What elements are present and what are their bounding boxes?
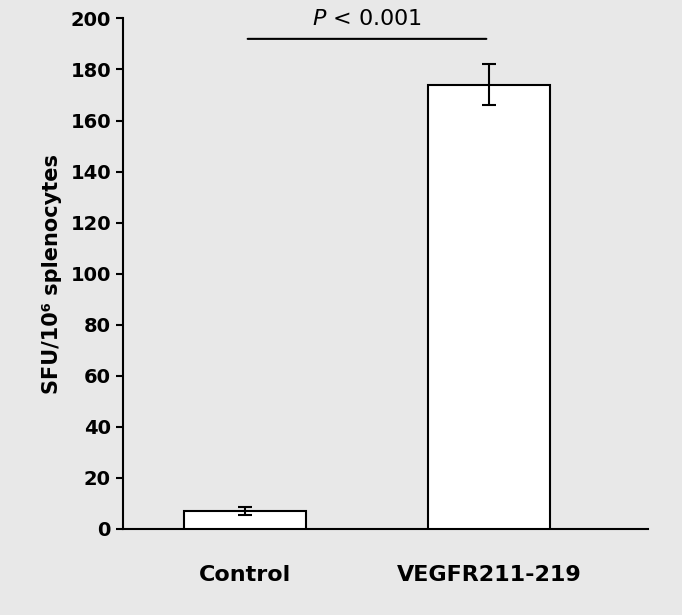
Bar bbox=[184, 511, 306, 529]
Y-axis label: SFU/10⁶ splenocytes: SFU/10⁶ splenocytes bbox=[42, 154, 62, 394]
Text: Control: Control bbox=[198, 565, 291, 585]
Text: VEGFR211-219: VEGFR211-219 bbox=[397, 565, 582, 585]
Bar bbox=[428, 85, 550, 529]
Text: $\mathit{P}$ < 0.001: $\mathit{P}$ < 0.001 bbox=[312, 9, 422, 29]
